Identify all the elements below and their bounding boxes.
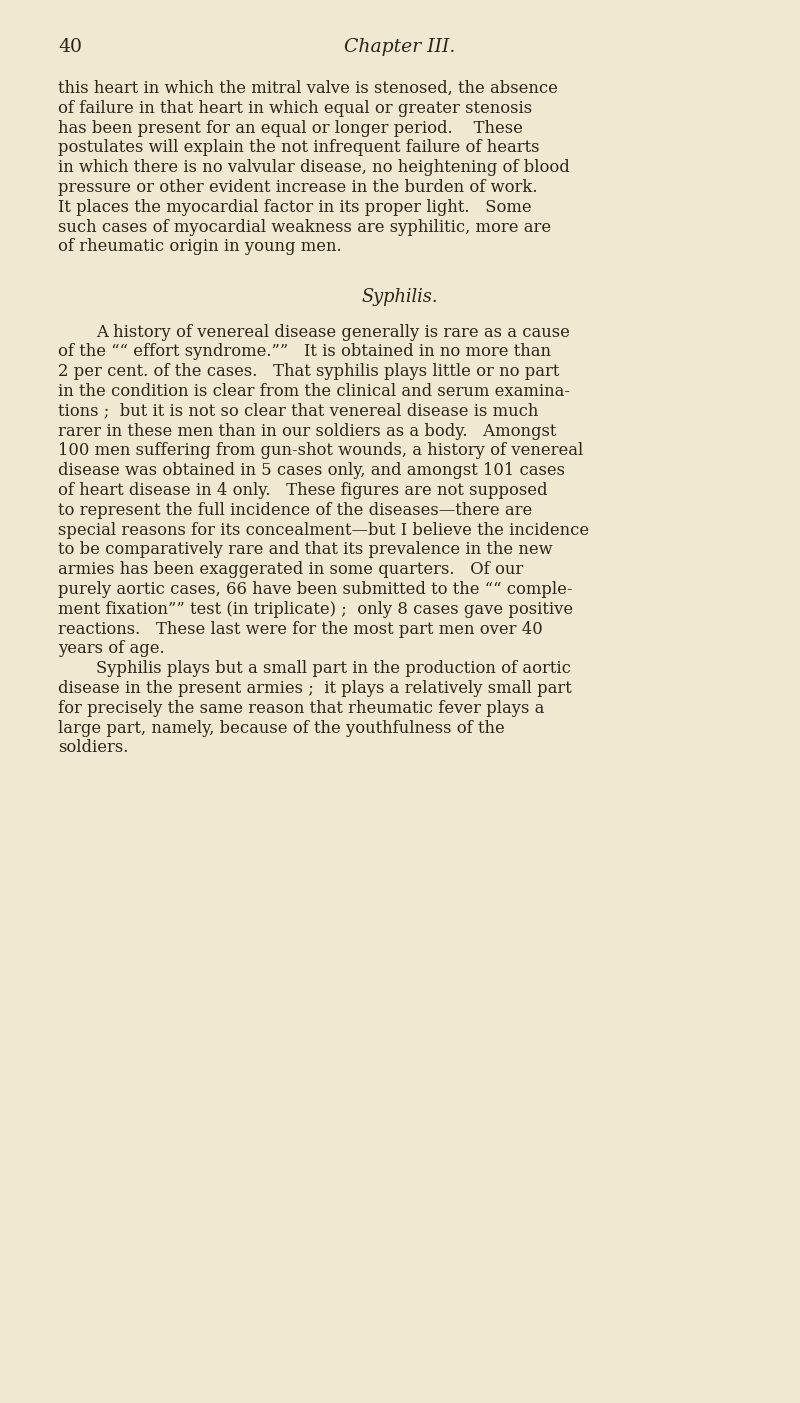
Text: has been present for an equal or longer period.    These: has been present for an equal or longer …	[58, 119, 523, 136]
Text: rarer in these men than in our soldiers as a body.   Amongst: rarer in these men than in our soldiers …	[58, 422, 556, 439]
Text: purely aortic cases, 66 have been submitted to the ““ comple-: purely aortic cases, 66 have been submit…	[58, 581, 573, 598]
Text: disease in the present armies ;  it plays a relatively small part: disease in the present armies ; it plays…	[58, 680, 572, 697]
Text: soldiers.: soldiers.	[58, 739, 128, 756]
Text: armies has been exaggerated in some quarters.   Of our: armies has been exaggerated in some quar…	[58, 561, 523, 578]
Text: Syphilis.: Syphilis.	[362, 288, 438, 306]
Text: to represent the full incidence of the diseases—there are: to represent the full incidence of the d…	[58, 502, 532, 519]
Text: 40: 40	[58, 38, 82, 56]
Text: Chapter III.: Chapter III.	[344, 38, 456, 56]
Text: of the ““ effort syndrome.””   It is obtained in no more than: of the ““ effort syndrome.”” It is obtai…	[58, 344, 551, 361]
Text: 100 men suffering from gun-shot wounds, a history of venereal: 100 men suffering from gun-shot wounds, …	[58, 442, 583, 459]
Text: years of age.: years of age.	[58, 640, 165, 658]
Text: pressure or other evident increase in the burden of work.: pressure or other evident increase in th…	[58, 180, 538, 196]
Text: A history of venereal disease generally is rare as a cause: A history of venereal disease generally …	[96, 324, 570, 341]
Text: disease was obtained in 5 cases only, and amongst 101 cases: disease was obtained in 5 cases only, an…	[58, 462, 565, 480]
Text: for precisely the same reason that rheumatic fever plays a: for precisely the same reason that rheum…	[58, 700, 544, 717]
Text: ment fixation”” test (in triplicate) ;  only 8 cases gave positive: ment fixation”” test (in triplicate) ; o…	[58, 600, 573, 617]
Text: It places the myocardial factor in its proper light.   Some: It places the myocardial factor in its p…	[58, 199, 532, 216]
Text: this heart in which the mitral valve is stenosed, the absence: this heart in which the mitral valve is …	[58, 80, 558, 97]
Text: 2 per cent. of the cases.   That syphilis plays little or no part: 2 per cent. of the cases. That syphilis …	[58, 363, 559, 380]
Text: tions ;  but it is not so clear that venereal disease is much: tions ; but it is not so clear that vene…	[58, 403, 538, 419]
Text: in the condition is clear from the clinical and serum examina-: in the condition is clear from the clini…	[58, 383, 570, 400]
Text: of failure in that heart in which equal or greater stenosis: of failure in that heart in which equal …	[58, 100, 532, 116]
Text: of rheumatic origin in young men.: of rheumatic origin in young men.	[58, 239, 342, 255]
Text: postulates will explain the not infrequent failure of hearts: postulates will explain the not infreque…	[58, 139, 539, 156]
Text: Syphilis plays but a small part in the production of aortic: Syphilis plays but a small part in the p…	[96, 661, 571, 678]
Text: large part, namely, because of the youthfulness of the: large part, namely, because of the youth…	[58, 720, 505, 737]
Text: to be comparatively rare and that its prevalence in the new: to be comparatively rare and that its pr…	[58, 542, 553, 558]
Text: in which there is no valvular disease, no heightening of blood: in which there is no valvular disease, n…	[58, 159, 570, 177]
Text: of heart disease in 4 only.   These figures are not supposed: of heart disease in 4 only. These figure…	[58, 483, 547, 499]
Text: special reasons for its concealment—but I believe the incidence: special reasons for its concealment—but …	[58, 522, 589, 539]
Text: such cases of myocardial weakness are syphilitic, more are: such cases of myocardial weakness are sy…	[58, 219, 551, 236]
Text: reactions.   These last were for the most part men over 40: reactions. These last were for the most …	[58, 620, 542, 637]
